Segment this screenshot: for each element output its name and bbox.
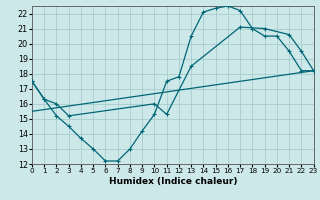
X-axis label: Humidex (Indice chaleur): Humidex (Indice chaleur) — [108, 177, 237, 186]
